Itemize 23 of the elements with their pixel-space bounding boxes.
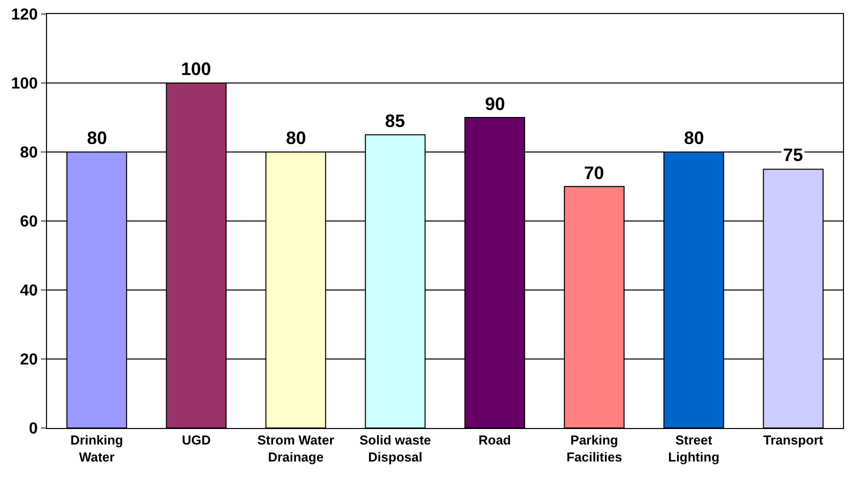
data-label: 80 [684, 128, 704, 148]
x-tick-label: Street Lighting [668, 432, 720, 464]
data-label: 80 [87, 128, 108, 148]
data-label: 70 [584, 163, 604, 183]
y-tick-label: 40 [20, 282, 38, 300]
y-tick-label: 20 [20, 352, 38, 369]
x-tick-label: Strom Water Drainage [257, 432, 334, 464]
y-tick-label: 120 [11, 6, 38, 24]
data-label: 75 [783, 145, 804, 165]
data-label: 100 [181, 59, 212, 79]
y-tick-label: 100 [11, 76, 38, 93]
y-tick-label: 80 [20, 144, 38, 162]
y-tick-label: 60 [20, 214, 38, 231]
x-tick-label: Transport [763, 432, 824, 448]
x-tick-label: Drinking Water [70, 432, 124, 464]
x-tick-label: Parking Facilities [566, 432, 622, 464]
data-label: 80 [286, 128, 306, 148]
x-tick-label: Solid waste Disposal [359, 432, 432, 464]
x-tick-label: UGD [182, 432, 211, 448]
x-tick-label: Road [478, 432, 512, 448]
data-label: 85 [385, 111, 406, 131]
y-tick-label: 0 [28, 420, 38, 438]
data-label: 90 [485, 94, 506, 114]
